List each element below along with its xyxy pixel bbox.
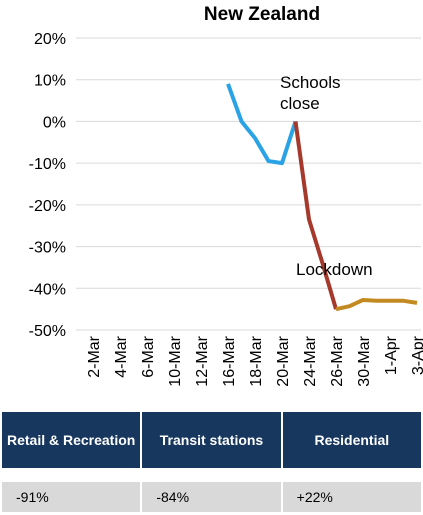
table-row: -91% -84% +22% — [2, 482, 421, 512]
y-tick-label: -30% — [29, 240, 66, 257]
x-tick-label: 18-Mar — [248, 335, 265, 386]
x-tick-label: 3-Apr — [410, 335, 423, 375]
x-tick-label: 4-Mar — [113, 335, 130, 377]
x-tick-label: 6-Mar — [140, 335, 157, 377]
line-series — [335, 297, 418, 312]
line-series — [226, 83, 298, 166]
table: Retail & Recreation Transit stations Resid… — [0, 412, 423, 512]
x-tick-label: 16-Mar — [221, 335, 238, 386]
y-tick-label: 0% — [43, 114, 66, 131]
y-tick-label: -10% — [29, 156, 66, 173]
annotation: Lockdown — [296, 260, 373, 279]
column-header: Retail & Recreation — [2, 412, 141, 468]
y-tick-label: -50% — [29, 323, 66, 340]
chart-title: New Zealand — [204, 4, 320, 25]
y-tick-label: -20% — [29, 198, 66, 215]
header-row: Retail & Recreation Transit stations Resid… — [2, 412, 421, 468]
column-header: Transit stations — [142, 412, 281, 468]
x-tick-label: 10-Mar — [167, 335, 184, 386]
x-tick-label: 1-Apr — [383, 335, 400, 375]
spacer — [2, 468, 421, 482]
chart: New Zealand -50% -40% -30% -20% -10% 0% 10% 20%… — [29, 4, 423, 387]
line-series — [293, 121, 338, 310]
x-tick-label: 12-Mar — [194, 335, 211, 386]
table-cell: -91% — [2, 482, 141, 512]
table-cell: -84% — [142, 482, 281, 512]
x-tick-label: 30-Mar — [356, 335, 373, 386]
y-tick-label: 10% — [34, 73, 66, 90]
column-header: Residential — [282, 412, 421, 468]
x-tick-label: 20-Mar — [275, 335, 292, 386]
x-tick-label: 24-Mar — [302, 335, 319, 386]
spacer-cell — [2, 468, 141, 482]
spacer-cell — [142, 468, 281, 482]
y-tick-label: -40% — [29, 281, 66, 298]
table-cell: +22% — [282, 482, 421, 512]
x-tick-label: 26-Mar — [329, 335, 346, 386]
spacer-cell — [282, 468, 421, 482]
y-tick-label: 20% — [34, 31, 66, 48]
annotation: Schools close — [280, 73, 341, 113]
x-tick-label: 2-Mar — [86, 335, 103, 377]
